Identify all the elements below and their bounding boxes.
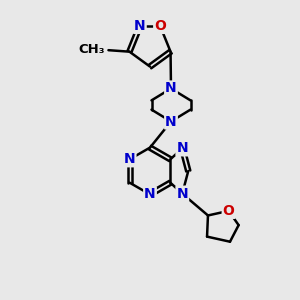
Text: O: O	[154, 19, 166, 33]
Text: N: N	[124, 152, 136, 166]
Text: CH₃: CH₃	[78, 43, 105, 56]
Text: N: N	[144, 188, 156, 201]
Text: N: N	[134, 19, 146, 33]
Text: N: N	[176, 187, 188, 201]
Text: O: O	[223, 204, 235, 218]
Text: N: N	[165, 82, 177, 95]
Text: N: N	[165, 115, 177, 128]
Text: N: N	[176, 141, 188, 155]
